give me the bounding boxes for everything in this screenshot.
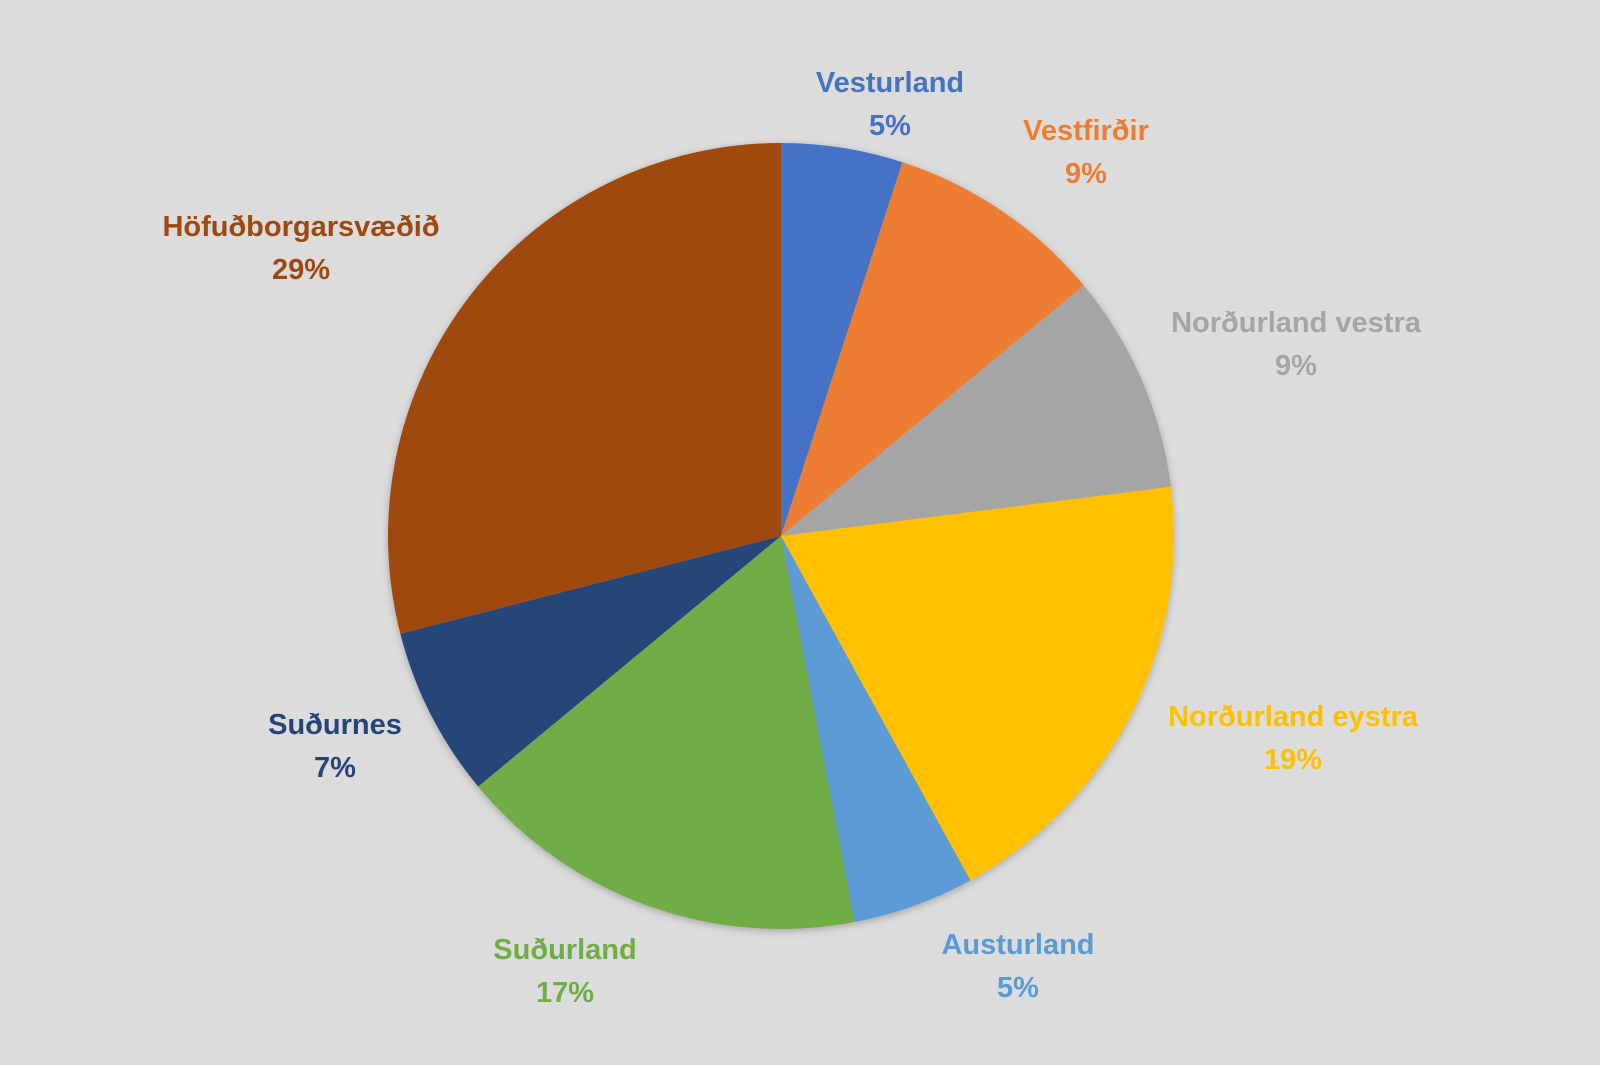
pie-slices <box>387 143 1174 929</box>
slice-value-label: 9% <box>1065 158 1107 190</box>
slice-value-label: 9% <box>1275 350 1317 382</box>
pie-slice-suðurland <box>478 536 855 929</box>
slice-value-label: 17% <box>536 977 594 1009</box>
slice-value-label: 7% <box>314 752 356 784</box>
slice-value-label: 19% <box>1264 744 1322 776</box>
slice-label: Vesturland <box>816 67 964 99</box>
pie-slice-norðurland-vestra <box>781 285 1171 536</box>
pie-slice-norðurland-eystra <box>781 486 1174 881</box>
data-labels: Vesturland 5% Vestfirðir 9% Norðurland vestr… <box>162 67 1421 1009</box>
slice-label: Austurland <box>941 929 1094 961</box>
slice-label: Norðurland vestra <box>1171 307 1422 339</box>
slice-label: Norðurland eystra <box>1168 701 1419 733</box>
slice-label: Höfuðborgarsvæðið <box>162 211 439 243</box>
slice-value-label: 5% <box>997 972 1039 1004</box>
slice-value-label: 29% <box>272 254 330 286</box>
pie-slice-vestfirðir <box>781 162 1084 536</box>
slice-label: Suðurland <box>493 934 636 966</box>
slice-label: Suðurnes <box>268 709 402 741</box>
slice-value-label: 5% <box>869 110 911 142</box>
pie-slice-austurland <box>781 536 971 923</box>
pie-slice-höfuðborgarsvæðið <box>387 143 781 634</box>
pie-slice-vesturland <box>781 143 903 536</box>
pie-slice-suðurnes <box>400 536 781 787</box>
slice-label: Vestfirðir <box>1023 115 1149 147</box>
